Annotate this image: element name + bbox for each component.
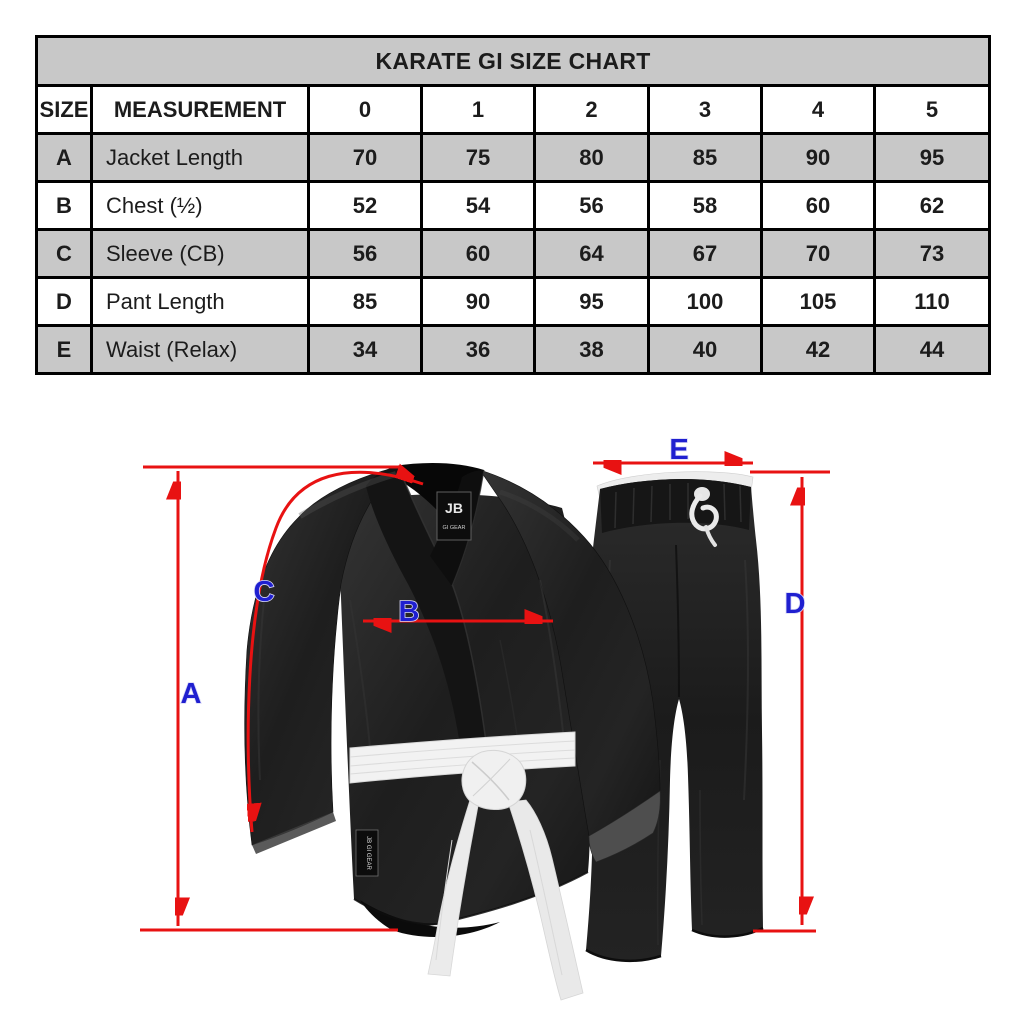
cell-value: 36 [420,324,536,375]
col-header-0: 0 [307,84,423,135]
cell-value: 75 [420,132,536,183]
cell-value: 70 [760,228,876,279]
jacket-hem-underlayer [360,900,500,937]
cell-value: 80 [533,132,650,183]
col-header-measurement: MEASUREMENT [90,84,310,135]
cell-value: 95 [872,132,992,183]
measurement-name: Sleeve (CB) [90,228,310,279]
table-title: KARATE GI SIZE CHART [34,35,992,87]
table-row-e: E Waist (Relax) 34 36 38 40 42 44 [35,324,992,375]
waistband-ribbing [614,483,742,529]
table-row-b: B Chest (½) 52 54 56 58 60 62 [35,180,992,231]
collar-logo-text: JB [445,500,463,516]
table-header-row: SIZE MEASUREMENT 0 1 2 3 4 5 [35,84,992,135]
belt-left-tail [427,799,479,977]
cell-value: 64 [533,228,650,279]
dimension-label-e: E [669,434,688,466]
cell-value: 40 [647,324,763,375]
collar-sub-text: GI GEAR [443,525,466,531]
cell-value: 110 [872,276,992,327]
cell-value: 58 [647,180,763,231]
cell-value: 70 [307,132,423,183]
table-row-a: A Jacket Length 70 75 80 85 90 95 [35,132,992,183]
size-letter: B [35,180,93,231]
dimension-label-a: A [181,678,202,710]
cell-value: 60 [420,228,536,279]
col-header-3: 3 [647,84,763,135]
dimension-label-c: C [254,576,275,608]
karate-gi-size-table: KARATE GI SIZE CHART SIZE MEASUREMENT 0 … [34,35,992,375]
drawstring-tail [704,525,717,547]
pants-fly-seam [675,544,680,698]
cell-value: 85 [647,132,763,183]
right-tail-stitch [529,829,563,976]
col-header-2: 2 [533,84,650,135]
left-cuff-edge [252,812,336,854]
measurement-name: Chest (½) [90,180,310,231]
measurement-arrows [140,463,830,933]
col-header-5: 5 [872,84,992,135]
measurement-name: Jacket Length [90,132,310,183]
col-header-size: SIZE [35,84,93,135]
cell-value: 62 [872,180,992,231]
table-title-row: KARATE GI SIZE CHART [34,35,992,87]
dimension-label-d: D [785,588,806,620]
col-header-1: 1 [420,84,536,135]
cell-value: 105 [760,276,876,327]
arrow-c-sleeve-curve [246,472,424,833]
cell-value: 44 [872,324,992,375]
hem-brand-label [355,829,379,877]
cell-value: 34 [307,324,423,375]
cell-value: 90 [760,132,876,183]
knot-folds [471,758,511,801]
size-letter: A [35,132,93,183]
cell-value: 90 [420,276,536,327]
cell-value: 52 [307,180,423,231]
belt-knot [461,749,527,810]
right-lapel-seam [451,469,485,587]
cell-value: 54 [420,180,536,231]
collar-brand-label [436,491,472,541]
cell-value: 56 [307,228,423,279]
table-row-c: C Sleeve (CB) 56 60 64 67 70 73 [35,228,992,279]
cell-value: 100 [647,276,763,327]
measurement-name: Pant Length [90,276,310,327]
cell-value: 73 [872,228,992,279]
dimension-label-b: B [399,596,420,628]
cell-value: 95 [533,276,650,327]
cell-value: 38 [533,324,650,375]
cell-value: 67 [647,228,763,279]
hem-label-text: JB GI GEAR [365,836,371,870]
cell-value: 56 [533,180,650,231]
measurement-name: Waist (Relax) [90,324,310,375]
size-letter: C [35,228,93,279]
size-letter: D [35,276,93,327]
pants-left-hem [585,948,662,962]
col-header-4: 4 [760,84,876,135]
size-letter: E [35,324,93,375]
cell-value: 42 [760,324,876,375]
table-row-d: D Pant Length 85 90 95 100 105 110 [35,276,992,327]
dimension-labels: A B C D E [180,433,807,711]
right-cuff-lining [588,790,661,863]
cell-value: 85 [307,276,423,327]
cell-value: 60 [760,180,876,231]
pants-waistband [600,478,751,533]
left-tail-stitch [435,839,453,961]
